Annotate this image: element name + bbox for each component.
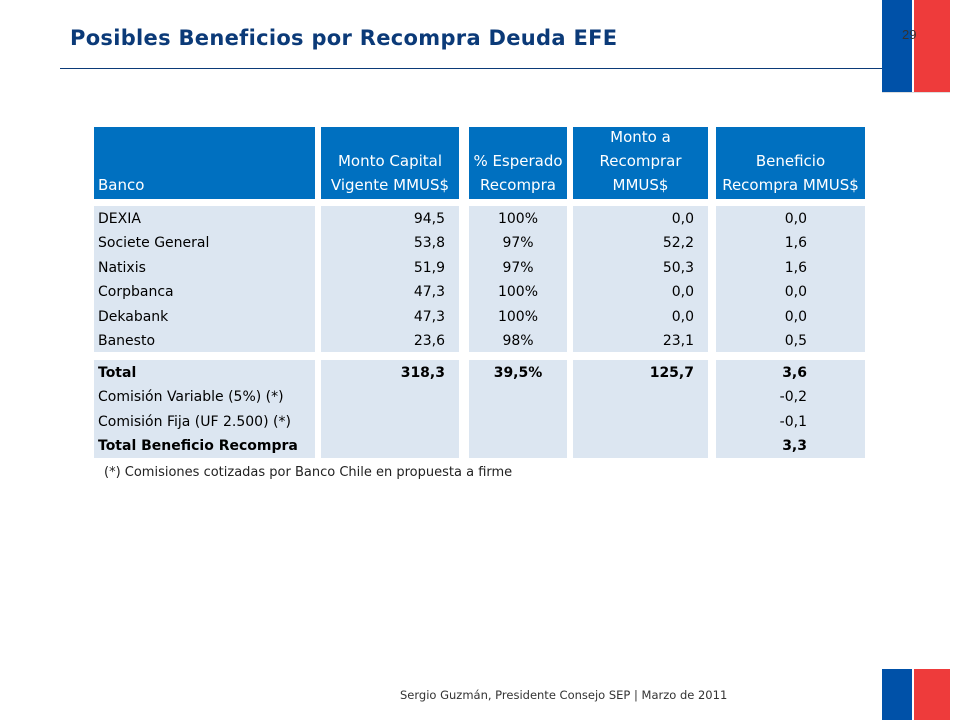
summary-cell: Total Beneficio Recompra [98, 438, 298, 455]
table-cell: 0,0 [784, 211, 807, 227]
table-body-column-bg [573, 206, 708, 352]
summary-cell: 3,3 [782, 438, 807, 455]
table-cell: 51,9 [413, 259, 445, 276]
table-body-column-bg [716, 206, 865, 352]
table-cell: 0,0 [671, 211, 694, 227]
table-cell: 0,0 [784, 308, 807, 325]
summary-cell: -0,1 [779, 413, 807, 430]
summary-cell: Comisión Fija (UF 2.500) (*) [98, 413, 291, 430]
footer-text: Sergio Guzmán, Presidente Consejo SEP | … [400, 688, 728, 702]
table-cell: 1,6 [784, 259, 807, 276]
table-header-0: Banco [94, 127, 315, 199]
summary-cell: -0,2 [779, 389, 807, 406]
table-cell: 47,3 [413, 308, 445, 325]
table-summary-column-bg [321, 360, 459, 458]
table-body-column-bg [469, 206, 567, 352]
footnote: (*) Comisiones cotizadas por Banco Chile… [104, 465, 513, 480]
table-cell: Dekabank [98, 308, 169, 325]
table-header-4: Beneficio Recompra MMUS$ [716, 127, 865, 199]
table-header-line: Recomprar [599, 152, 682, 170]
table-header-line: % Esperado [473, 152, 563, 170]
table-header-line: Monto Capital [337, 152, 443, 170]
table-cell: 53,8 [413, 235, 445, 252]
table-header-2: % Esperado Recompra [469, 127, 567, 199]
page-number: 29 [902, 27, 917, 42]
table-summary-column-bg [716, 360, 865, 458]
table-cell: 98% [502, 333, 534, 349]
summary-cell: 318,3 [400, 365, 445, 381]
title-divider [60, 68, 883, 69]
flag-decoration-bottom [882, 669, 950, 720]
table-cell: 100% [497, 308, 539, 325]
table-header-line: Beneficio [755, 152, 826, 170]
summary-cell: 39,5% [493, 365, 543, 381]
table-header-line: MMUS$ [612, 176, 669, 194]
table-cell: DEXIA [98, 211, 141, 227]
table-summary-column-bg [469, 360, 567, 458]
page-title: Posibles Beneficios por Recompra Deuda E… [70, 26, 618, 50]
table-cell: 0,0 [671, 308, 694, 325]
table-header-line: Recompra MMUS$ [722, 176, 859, 194]
table-body-column-bg [94, 206, 315, 352]
table-cell: 0,5 [784, 333, 807, 349]
table-header-line: Banco [98, 176, 145, 194]
table-header-1: Monto Capital Vigente MMUS$ [321, 127, 459, 199]
table-cell: Societe General [98, 235, 210, 252]
table-cell: 23,6 [413, 333, 445, 349]
summary-cell: 125,7 [649, 365, 694, 381]
table-cell: 100% [497, 284, 539, 301]
table-cell: 97% [502, 235, 534, 252]
summary-cell: Comisión Variable (5%) (*) [98, 389, 284, 406]
table-cell: 1,6 [784, 235, 807, 252]
table-cell: Banesto [98, 333, 156, 349]
table-cell: 23,1 [662, 333, 694, 349]
table-cell: 100% [497, 211, 539, 227]
table-header-line: Vigente MMUS$ [330, 176, 450, 194]
table-cell: Natixis [98, 259, 146, 276]
table-cell: 94,5 [413, 211, 445, 227]
table-header-3: Monto a Recomprar MMUS$ [573, 127, 708, 199]
table-cell: 47,3 [413, 284, 445, 301]
table-body-column-bg [321, 206, 459, 352]
table-cell: Corpbanca [98, 284, 174, 301]
table-cell: 52,2 [662, 235, 694, 252]
table-cell: 0,0 [784, 284, 807, 301]
table-cell: 50,3 [662, 259, 694, 276]
table-cell: 0,0 [671, 284, 694, 301]
summary-cell: 3,6 [782, 365, 807, 381]
table-header-line: Monto a [610, 128, 671, 146]
flag-decoration-top [882, 0, 950, 93]
table-header-line: Recompra [480, 176, 556, 194]
table-summary-column-bg [94, 360, 315, 458]
summary-cell: Total [98, 365, 137, 381]
table-cell: 97% [502, 259, 534, 276]
table-summary-column-bg [573, 360, 708, 458]
